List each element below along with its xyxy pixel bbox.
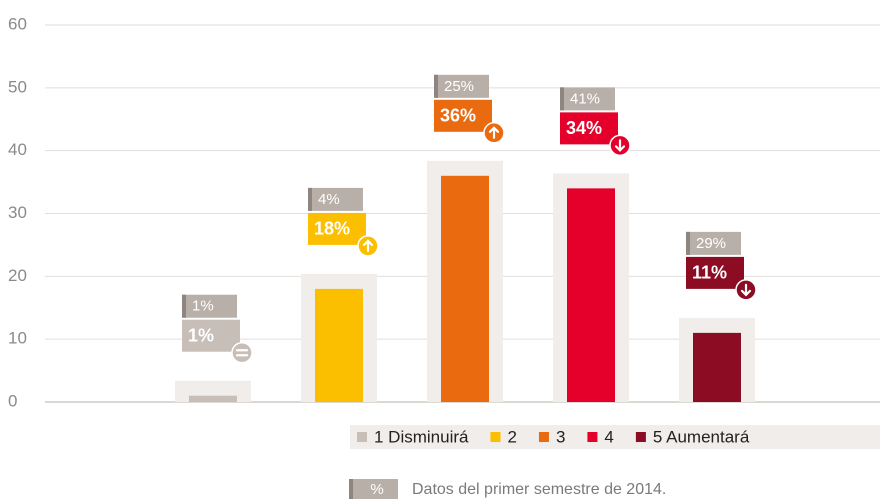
prev-label-stripe [560, 87, 564, 111]
legend-label: 5 Aumentará [653, 427, 750, 446]
trend-glyph [362, 239, 374, 252]
legend-label: 1 Disminuirá [374, 427, 469, 446]
trend-glyph [235, 349, 249, 357]
prev-label-box [434, 74, 489, 98]
note-box [349, 479, 398, 499]
value-label: 34% [566, 118, 602, 138]
trend-icon [357, 235, 379, 257]
trend-glyph [614, 139, 626, 152]
trend-glyph [740, 283, 752, 297]
bar [441, 175, 489, 402]
value-label: 11% [692, 263, 727, 283]
prev-value-label: 4% [318, 191, 340, 208]
value-label: 1% [188, 325, 214, 345]
trend-icon [609, 134, 631, 157]
prev-label-stripe [308, 187, 312, 211]
legend-label: 4 [604, 427, 613, 446]
prev-label-stripe [434, 74, 438, 98]
prev-label-stripe [686, 231, 690, 255]
note-marker: % [370, 481, 383, 498]
prev-label-box [686, 231, 741, 255]
legend-label: 3 [556, 427, 565, 446]
value-label: 36% [440, 106, 476, 126]
prev-label-stripe [182, 294, 186, 318]
legend-swatch [635, 432, 646, 442]
trend-glyph [488, 126, 500, 139]
bar [315, 288, 363, 402]
value-label-box [434, 99, 492, 132]
trend-icon [735, 279, 757, 301]
value-label-box [686, 256, 744, 289]
value-label-box [182, 319, 240, 352]
legend-label: 2 [507, 427, 516, 446]
prev-value-label: 25% [444, 78, 474, 95]
y-tick-label: 10 [8, 329, 27, 348]
legend-background [350, 425, 880, 449]
prev-value-label: 29% [696, 235, 726, 252]
value-label-box [560, 112, 618, 145]
legend-swatch [587, 432, 598, 442]
y-tick-label: 60 [8, 14, 27, 33]
value-label: 18% [314, 219, 350, 239]
trend-icon [483, 122, 505, 144]
prev-label-box [308, 187, 363, 211]
note-text: Datos del primer semestre de 2014. [412, 481, 666, 498]
bar [693, 332, 741, 402]
legend-swatch [357, 432, 367, 442]
bar [189, 395, 237, 402]
legend-swatch [490, 432, 501, 442]
prev-label-box [560, 87, 615, 111]
y-tick-label: 40 [8, 140, 27, 159]
y-tick-label: 0 [8, 391, 17, 410]
note-stripe [349, 479, 353, 499]
trend-icon [231, 341, 253, 364]
y-tick-label: 30 [8, 203, 27, 222]
prev-value-label: 1% [192, 298, 214, 315]
legend-swatch [538, 432, 549, 442]
value-label-box [308, 212, 366, 245]
prev-value-label: 41% [570, 90, 600, 107]
y-tick-label: 50 [8, 77, 27, 96]
trend-circle [231, 341, 253, 364]
bar [567, 188, 615, 402]
prev-label-box [182, 294, 237, 318]
y-tick-label: 20 [8, 266, 27, 285]
